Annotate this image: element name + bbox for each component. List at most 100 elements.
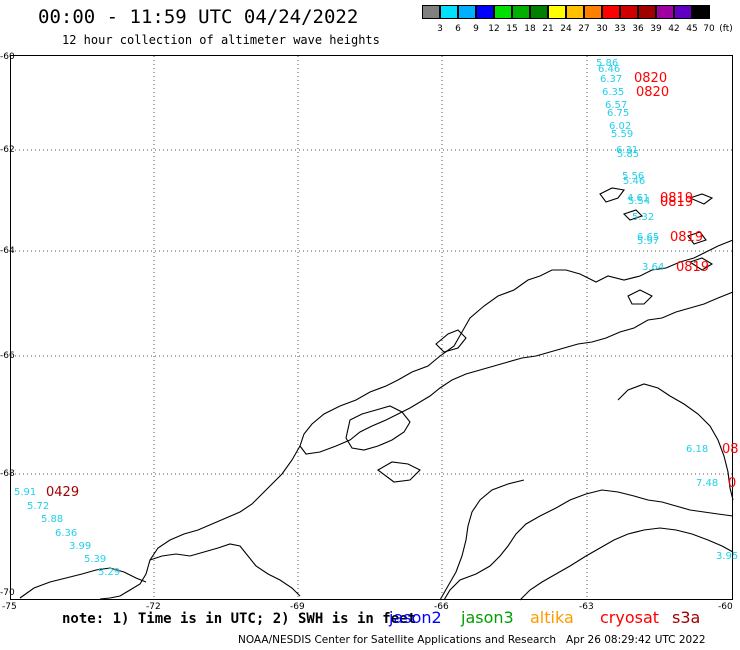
coastline <box>19 187 734 601</box>
coastline-islet <box>688 257 714 271</box>
swh-value: 5.46 <box>623 176 646 187</box>
scale-tick: 18 <box>524 24 536 34</box>
lat-label: -62 <box>0 145 15 155</box>
swh-value: 4.61 <box>627 193 650 204</box>
scale-swatch <box>692 5 710 19</box>
swh-value: 5.86 <box>596 58 619 69</box>
time-label: 0820 <box>636 85 670 100</box>
swh-value: 5.29 <box>98 567 121 578</box>
scale-tick: 30 <box>596 24 608 34</box>
scale-tick: 45 <box>686 24 698 34</box>
coastline-islet <box>435 329 467 353</box>
scale-tick: 24 <box>560 24 572 34</box>
legend-altika: altika <box>530 608 574 627</box>
scale-swatch <box>494 5 512 19</box>
legend-jason3: jason3 <box>461 608 514 627</box>
lon-label: -66 <box>434 602 449 612</box>
scale-tick: 9 <box>473 24 479 34</box>
swh-value: 5.85 <box>617 149 640 160</box>
time-label: 08 <box>722 442 739 457</box>
lat-label: -68 <box>0 469 15 479</box>
lon-label: -63 <box>579 602 594 612</box>
scale-swatch <box>584 5 602 19</box>
scale-swatch <box>602 5 620 19</box>
scale-swatch <box>422 5 440 19</box>
scale-tick: 42 <box>668 24 680 34</box>
scale-swatch <box>458 5 476 19</box>
coastline-south <box>443 489 734 601</box>
scale-tick: 21 <box>542 24 554 34</box>
scale-unit: (ft) <box>719 24 733 34</box>
swh-value: 6.57 <box>605 100 628 111</box>
coastline-island-small <box>19 567 147 599</box>
units-note: note: 1) Time is in UTC; 2) SWH is in fe… <box>62 611 417 627</box>
swh-value: 5.72 <box>27 501 50 512</box>
lon-label: -69 <box>290 602 305 612</box>
swh-value: 6.65 <box>637 232 660 243</box>
scale-tick: 70 <box>703 24 715 34</box>
swh-value: 3.99 <box>69 541 92 552</box>
scale-tick: 36 <box>632 24 644 34</box>
swh-value: 6.36 <box>55 528 78 539</box>
scale-tick: 15 <box>506 24 518 34</box>
swh-value: 5.32 <box>632 212 655 223</box>
swh-value: 6.18 <box>686 444 709 455</box>
scale-swatch <box>656 5 674 19</box>
scale-swatch <box>530 5 548 19</box>
coastline-shelf <box>519 527 734 601</box>
legend-s3a: s3a <box>672 608 701 627</box>
scale-tick: 3 <box>437 24 443 34</box>
swh-value: 5.54 <box>628 196 651 207</box>
scale-swatch <box>674 5 692 19</box>
scale-swatch <box>548 5 566 19</box>
credit-line: NOAA/NESDIS Center for Satellite Applica… <box>238 634 706 646</box>
swh-value: 6.75 <box>607 108 630 119</box>
map-title: 00:00 - 11:59 UTC 04/24/2022 <box>38 6 359 28</box>
coastline-island-east <box>617 383 734 501</box>
lon-label: -72 <box>146 602 161 612</box>
time-label: 0819 <box>660 191 694 206</box>
lat-label: -66 <box>0 351 15 361</box>
map-subtitle: 12 hour collection of altimeter wave hei… <box>62 33 380 47</box>
swh-value: 6.46 <box>598 64 621 75</box>
lat-label: -64 <box>0 246 15 256</box>
coastline-bay <box>439 479 525 601</box>
coastline-islet <box>622 209 644 221</box>
swh-value: 5.91 <box>14 487 37 498</box>
swh-value: 5.39 <box>84 554 107 565</box>
scale-tick: 27 <box>578 24 590 34</box>
legend-cryosat: cryosat <box>600 608 660 627</box>
swh-value: 6.31 <box>616 145 639 156</box>
swh-value: 6.35 <box>602 87 625 98</box>
scale-swatch <box>566 5 584 19</box>
lon-label: -60 <box>718 602 733 612</box>
scale-tick: 39 <box>650 24 662 34</box>
scale-swatch <box>512 5 530 19</box>
scale-tick: 12 <box>488 24 500 34</box>
graticule <box>11 56 732 599</box>
time-label: 0819 <box>670 230 704 245</box>
coastline-islet <box>687 231 707 245</box>
swh-value: 6.37 <box>600 74 623 85</box>
swh-value: 3.64 <box>642 262 665 273</box>
coastline-islet <box>377 461 421 483</box>
coastline-islet <box>599 187 625 203</box>
coastline-lower <box>99 445 301 600</box>
time-label: 0819 <box>676 260 710 275</box>
scale-tick: 33 <box>614 24 626 34</box>
map-panel <box>10 55 733 600</box>
coastline-peninsula <box>299 239 734 455</box>
scale-swatch <box>440 5 458 19</box>
coastline-alexander <box>345 405 411 451</box>
swh-value: 5.97 <box>637 236 660 247</box>
time-label: 0820 <box>634 71 668 86</box>
scale-swatch <box>638 5 656 19</box>
lat-label: -70 <box>0 588 15 598</box>
swh-value: 5.59 <box>611 129 634 140</box>
scale-tick: 6 <box>455 24 461 34</box>
coastline-islet <box>627 289 653 305</box>
scale-swatch <box>476 5 494 19</box>
swh-value: 6.02 <box>609 121 632 132</box>
time-label: 0 <box>728 476 737 491</box>
